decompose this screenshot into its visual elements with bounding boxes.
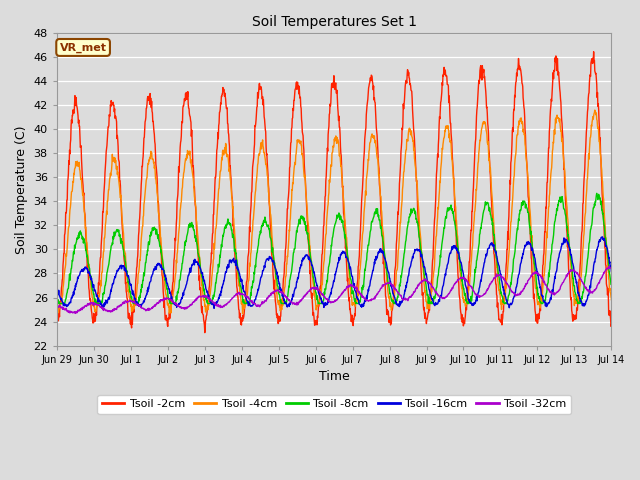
Title: Soil Temperatures Set 1: Soil Temperatures Set 1 <box>252 15 417 29</box>
Y-axis label: Soil Temperature (C): Soil Temperature (C) <box>15 125 28 253</box>
X-axis label: Time: Time <box>319 370 349 383</box>
Text: VR_met: VR_met <box>60 42 107 53</box>
Legend: Tsoil -2cm, Tsoil -4cm, Tsoil -8cm, Tsoil -16cm, Tsoil -32cm: Tsoil -2cm, Tsoil -4cm, Tsoil -8cm, Tsoi… <box>97 395 571 414</box>
